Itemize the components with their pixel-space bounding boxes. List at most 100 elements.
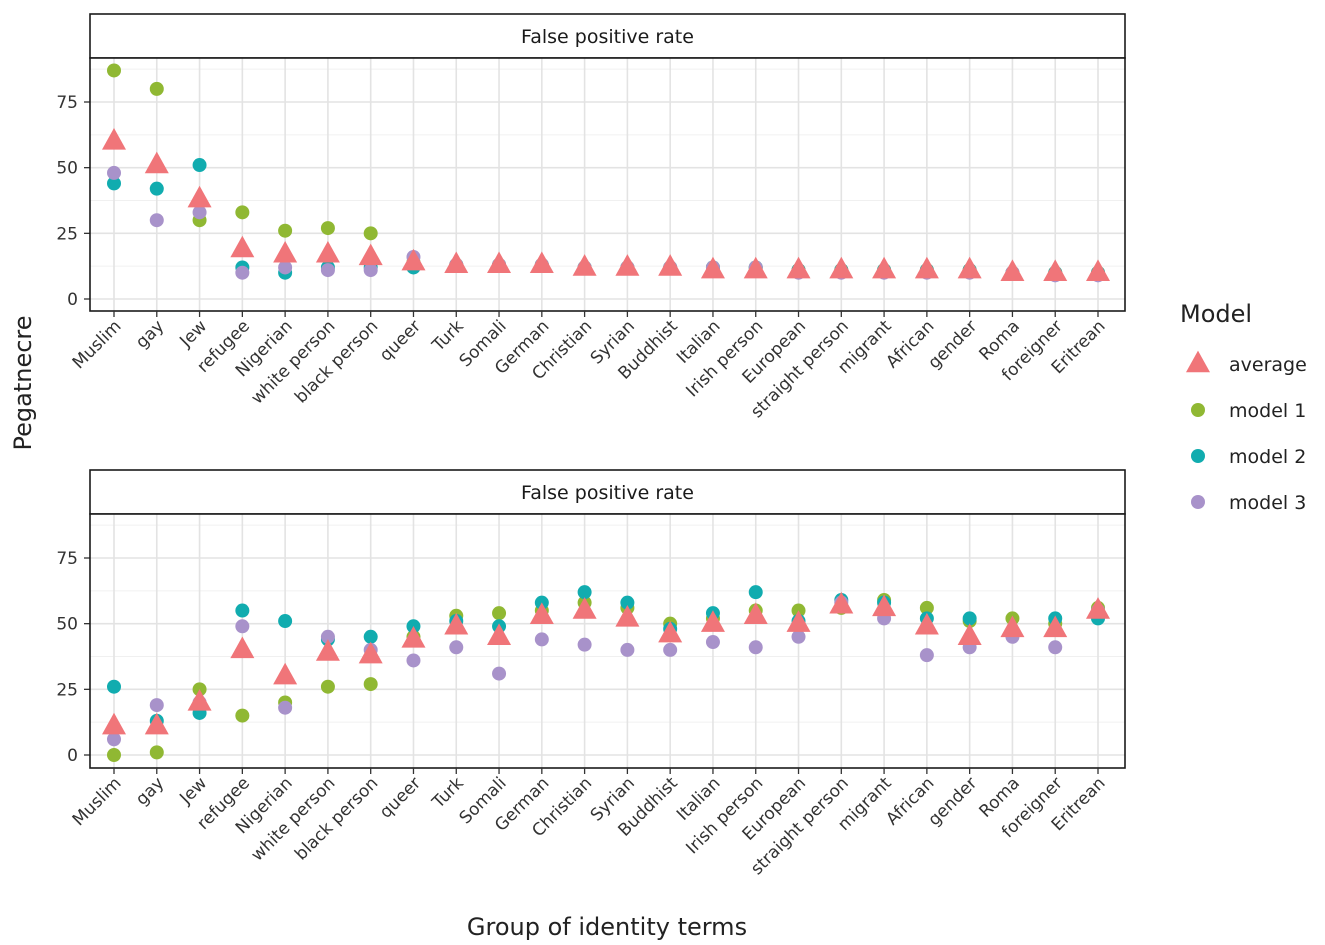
- point-average: [1086, 597, 1110, 619]
- point-model-3: [705, 635, 720, 650]
- y-tick-label: 0: [67, 290, 78, 310]
- point-average: [487, 251, 512, 274]
- facet-strip-label: False positive rate: [521, 482, 694, 504]
- x-tick-label: gay: [132, 773, 168, 809]
- point-average: [1086, 259, 1110, 281]
- point-model-1: [919, 600, 934, 615]
- legend-label: model 3: [1229, 492, 1306, 514]
- point-average: [102, 712, 126, 735]
- point-model-2: [748, 585, 763, 600]
- point-model-3: [192, 205, 207, 220]
- point-model-3: [320, 629, 335, 644]
- point-average: [529, 602, 554, 624]
- y-tick-label: 50: [56, 159, 78, 179]
- point-average: [444, 251, 469, 274]
- point-average: [743, 256, 768, 279]
- point-average: [572, 254, 597, 276]
- legend-key-circle: [1191, 495, 1205, 509]
- plot-area: [90, 514, 1125, 768]
- point-average: [144, 712, 169, 735]
- point-model-1: [492, 606, 507, 621]
- plot-area: [90, 58, 1125, 311]
- point-model-3: [149, 698, 164, 713]
- point-model-3: [235, 619, 250, 634]
- point-average: [872, 594, 897, 617]
- point-average: [615, 254, 640, 276]
- y-tick-label: 75: [56, 549, 78, 569]
- x-tick-label: gender: [924, 316, 981, 373]
- point-model-3: [492, 666, 507, 681]
- panel-border: [89, 57, 1126, 312]
- point-model-2: [620, 595, 635, 610]
- legend-key-triangle: [1186, 350, 1210, 373]
- x-tick-label: queer: [376, 773, 425, 822]
- point-average: [786, 610, 811, 632]
- point-model-1: [235, 708, 250, 723]
- point-model-3: [363, 263, 378, 278]
- point-average: [829, 591, 854, 614]
- point-average: [401, 626, 426, 648]
- point-average: [786, 256, 811, 279]
- point-average: [1000, 615, 1025, 638]
- point-model-1: [149, 745, 164, 760]
- x-tick-label: queer: [376, 316, 425, 365]
- point-model-2: [962, 611, 977, 626]
- x-axis-title: Group of identity terms: [467, 913, 747, 941]
- point-average: [358, 641, 383, 664]
- point-average: [273, 240, 298, 263]
- point-model-3: [278, 260, 293, 275]
- legend: Model average model 1 model 2 model 3: [1180, 300, 1307, 514]
- point-model-3: [1048, 640, 1063, 655]
- point-average: [1043, 615, 1068, 638]
- point-model-1: [320, 221, 335, 236]
- point-model-1: [107, 748, 121, 762]
- legend-item-average: average: [1186, 350, 1307, 376]
- point-average: [572, 597, 597, 619]
- legend-item-model-3: model 3: [1191, 492, 1306, 514]
- y-tick-label: 25: [56, 680, 78, 700]
- y-axis-title: Pegatnecre: [9, 315, 37, 450]
- point-average: [529, 251, 554, 274]
- point-average: [187, 689, 212, 711]
- y-tick-label: 50: [56, 615, 78, 635]
- legend-key-circle: [1191, 403, 1205, 417]
- point-model-3: [320, 263, 335, 278]
- point-average: [230, 636, 255, 659]
- point-average: [358, 243, 383, 266]
- point-average: [230, 235, 255, 258]
- point-average: [615, 605, 640, 627]
- point-model-2: [192, 158, 207, 173]
- point-average: [1000, 259, 1025, 281]
- point-average: [700, 256, 725, 279]
- point-model-2: [363, 629, 378, 644]
- point-average: [872, 256, 897, 279]
- point-average: [829, 256, 854, 279]
- point-average: [700, 610, 725, 632]
- point-model-2: [278, 614, 293, 629]
- point-average: [957, 256, 982, 279]
- point-average: [102, 128, 126, 150]
- point-model-1: [235, 205, 250, 220]
- point-model-1: [278, 223, 293, 238]
- point-average: [914, 256, 939, 279]
- facet-strip-label: False positive rate: [521, 26, 694, 48]
- x-tick-label: Jew: [175, 773, 211, 809]
- legend-label: model 1: [1229, 400, 1306, 422]
- point-model-3: [107, 732, 121, 747]
- legend-label: model 2: [1229, 446, 1306, 468]
- point-average: [315, 240, 340, 263]
- point-model-2: [149, 181, 164, 196]
- legend-item-model-1: model 1: [1191, 400, 1306, 422]
- point-model-3: [235, 265, 250, 280]
- x-tick-label: Muslim: [69, 316, 126, 373]
- point-model-2: [107, 679, 121, 694]
- point-average: [401, 248, 426, 271]
- point-average: [315, 639, 340, 661]
- point-model-3: [791, 629, 806, 644]
- point-model-1: [363, 226, 378, 241]
- point-average: [487, 623, 512, 646]
